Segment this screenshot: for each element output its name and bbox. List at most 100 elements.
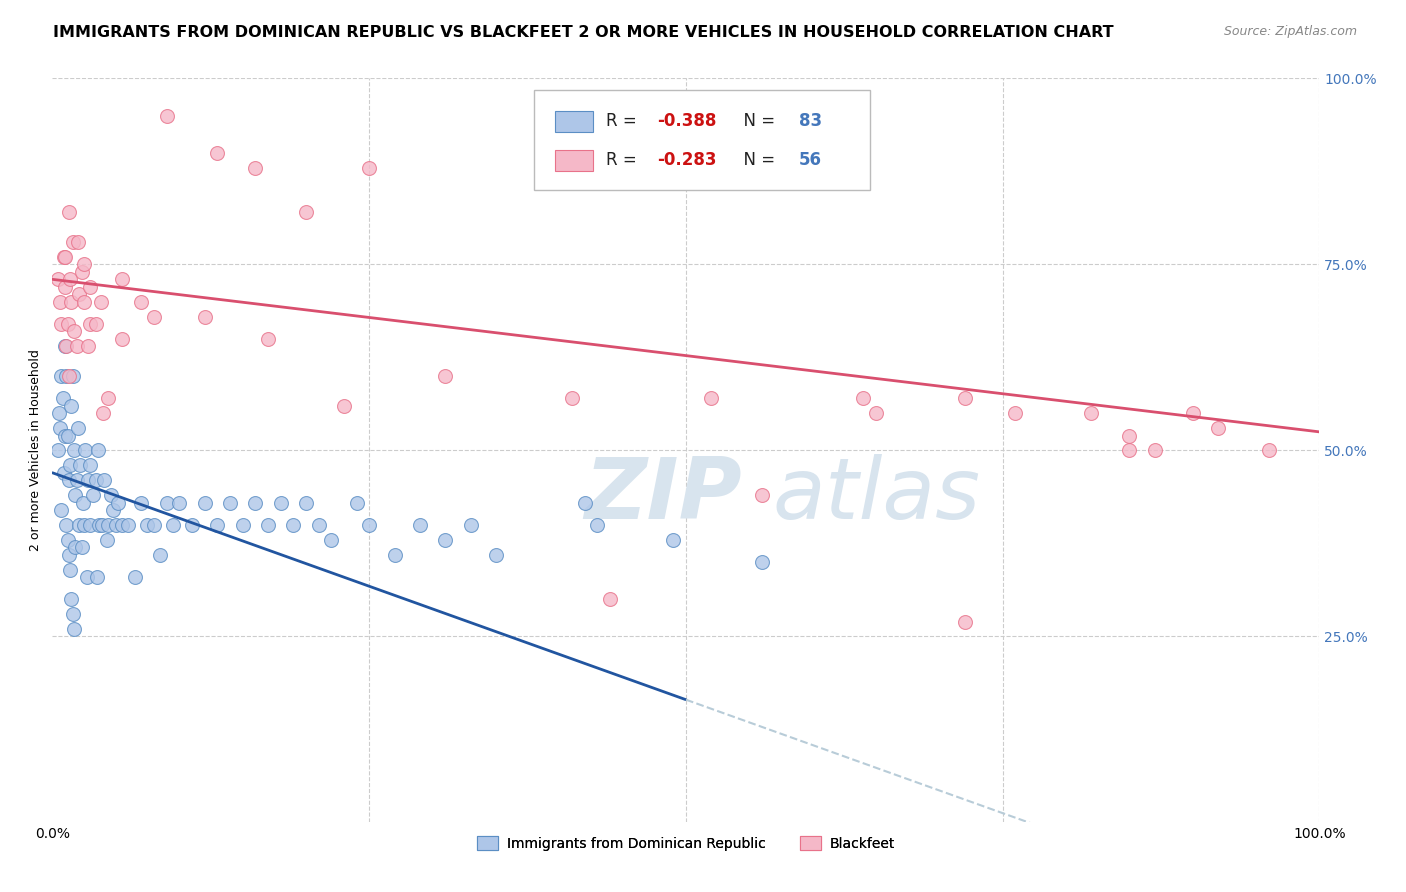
Point — [346, 495, 368, 509]
Point — [53, 250, 76, 264]
Point — [129, 294, 152, 309]
Point — [124, 570, 146, 584]
Point — [117, 517, 139, 532]
Point — [97, 392, 120, 406]
Point — [149, 548, 172, 562]
Point — [49, 421, 72, 435]
Point — [58, 369, 80, 384]
Point — [308, 517, 330, 532]
Point — [65, 339, 87, 353]
Point — [333, 399, 356, 413]
Point — [60, 399, 83, 413]
Point — [231, 517, 253, 532]
Point — [55, 517, 77, 532]
Point — [59, 272, 82, 286]
Point — [67, 517, 90, 532]
Point — [103, 503, 125, 517]
Point — [218, 495, 240, 509]
Point — [384, 548, 406, 562]
Point — [51, 503, 73, 517]
Point — [76, 570, 98, 584]
Point — [155, 109, 177, 123]
Text: -0.283: -0.283 — [657, 152, 716, 169]
Point — [485, 548, 508, 562]
Point — [49, 294, 72, 309]
Point — [70, 540, 93, 554]
Point — [662, 533, 685, 547]
Point — [561, 392, 583, 406]
Point — [62, 235, 84, 249]
Point — [93, 473, 115, 487]
Point — [129, 495, 152, 509]
Point — [55, 339, 77, 353]
Text: atlas: atlas — [772, 454, 980, 537]
Point — [90, 294, 112, 309]
Point — [1181, 406, 1204, 420]
Point — [155, 495, 177, 509]
Point — [58, 473, 80, 487]
Point — [84, 317, 107, 331]
Point — [100, 488, 122, 502]
Point — [55, 369, 77, 384]
Point — [89, 517, 111, 532]
Point — [295, 205, 318, 219]
Point — [52, 466, 75, 480]
Point — [79, 517, 101, 532]
Text: 83: 83 — [799, 112, 823, 130]
Point — [96, 533, 118, 547]
Point — [270, 495, 292, 509]
Point — [77, 339, 100, 353]
Point — [82, 488, 104, 502]
Point — [90, 517, 112, 532]
Point — [79, 317, 101, 331]
Point — [51, 317, 73, 331]
Text: N =: N = — [733, 112, 780, 130]
Point — [852, 392, 875, 406]
Point — [66, 235, 89, 249]
Point — [79, 280, 101, 294]
Point — [1206, 421, 1229, 435]
Point — [257, 332, 280, 346]
Point — [62, 607, 84, 622]
Point — [257, 517, 280, 532]
Point — [62, 369, 84, 384]
Point — [67, 287, 90, 301]
Point — [295, 495, 318, 509]
Point — [193, 310, 215, 324]
Text: -0.388: -0.388 — [657, 112, 716, 130]
Point — [751, 488, 773, 502]
Point — [1143, 443, 1166, 458]
Point — [69, 458, 91, 473]
FancyBboxPatch shape — [534, 89, 870, 190]
Point — [953, 615, 976, 629]
Point — [700, 392, 723, 406]
Point — [73, 257, 96, 271]
Point — [136, 517, 159, 532]
Point — [142, 310, 165, 324]
Point — [65, 488, 87, 502]
Text: Source: ZipAtlas.com: Source: ZipAtlas.com — [1223, 25, 1357, 38]
Point — [434, 533, 457, 547]
Point — [53, 339, 76, 353]
Point — [1080, 406, 1102, 420]
Point — [193, 495, 215, 509]
Point — [65, 540, 87, 554]
Point — [63, 443, 86, 458]
Point — [63, 622, 86, 636]
Point — [53, 280, 76, 294]
Point — [58, 205, 80, 219]
Point — [111, 272, 134, 286]
Point — [97, 517, 120, 532]
Point — [59, 458, 82, 473]
Point — [1118, 443, 1140, 458]
Point — [205, 517, 228, 532]
Point — [56, 428, 79, 442]
Legend: Immigrants from Dominican Republic, Blackfeet: Immigrants from Dominican Republic, Blac… — [472, 830, 900, 856]
Bar — [555, 150, 593, 170]
Point — [167, 495, 190, 509]
Point — [91, 406, 114, 420]
Point — [52, 392, 75, 406]
Point — [162, 517, 184, 532]
Point — [953, 392, 976, 406]
Text: R =: R = — [606, 112, 643, 130]
